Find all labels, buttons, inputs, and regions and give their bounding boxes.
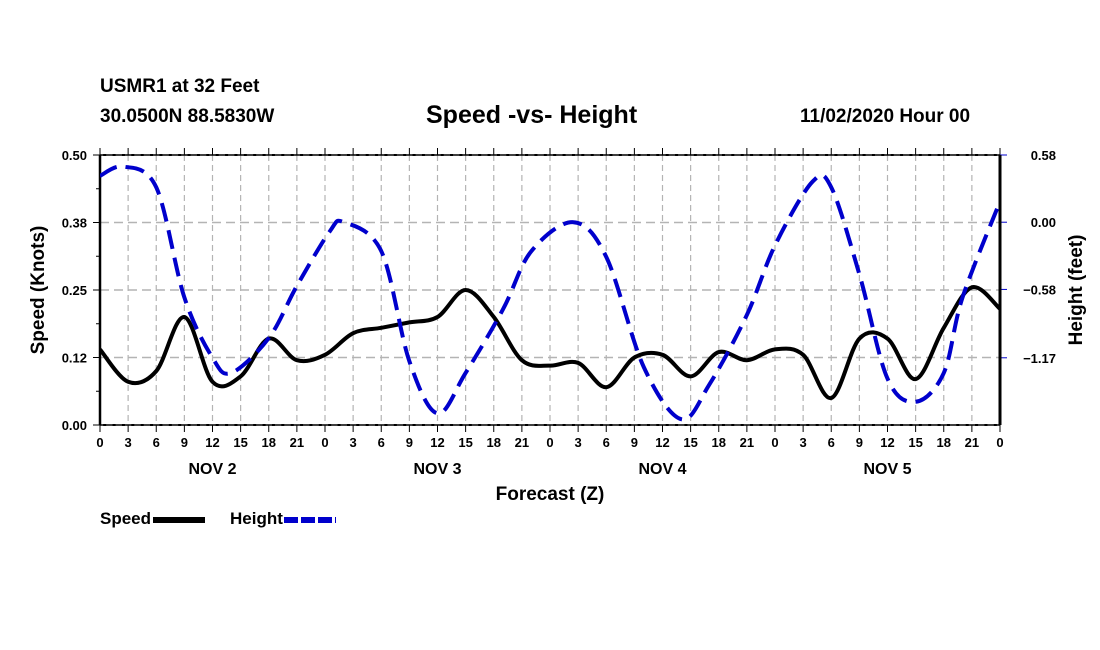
x-tick-label: 3 <box>125 435 132 450</box>
y-tick-label: 0.00 <box>62 418 87 433</box>
x-tick-label: 6 <box>603 435 610 450</box>
y2-tick-label: −0.58 <box>1023 282 1056 297</box>
x-tick-label: 18 <box>937 435 951 450</box>
labels-layer: 0 3 6 9 12 15 18 21 0 3 6 9 12 15 18 21 0 3 6 9 12 15 18 21 0 3 6 9… <box>28 148 1087 505</box>
series-line-speed <box>100 285 1000 400</box>
x-tick-label: 15 <box>458 435 472 450</box>
x-tick-label: 21 <box>515 435 529 450</box>
x-tick-label: 18 <box>262 435 276 450</box>
series-line-height <box>100 164 1000 422</box>
x-tick-label: 9 <box>631 435 638 450</box>
x-tick-label: 15 <box>683 435 697 450</box>
grid <box>100 155 1000 425</box>
x-tick-label: 0 <box>996 435 1003 450</box>
y-tick-label: 0.25 <box>62 283 87 298</box>
station-label: USMR1 at 32 Feet <box>100 76 260 97</box>
x-axis-title: Forecast (Z) <box>496 484 605 505</box>
chart-title: Speed -vs- Height <box>426 101 638 129</box>
x-tick-label: 0 <box>771 435 778 450</box>
y2-tick-label: −1.17 <box>1023 351 1056 366</box>
x-tick-label: 9 <box>406 435 413 450</box>
y-tick-label: 0.38 <box>62 216 87 231</box>
legend-speed-label: Speed <box>100 509 152 528</box>
forecast-datetime: 11/02/2020 Hour 00 <box>800 106 971 127</box>
x-tick-label: 21 <box>965 435 979 450</box>
day-label: NOV 4 <box>638 461 686 478</box>
y2-tick-label: 0.00 <box>1031 215 1056 230</box>
x-tick-label: 15 <box>908 435 922 450</box>
legend-height-swatch <box>283 516 336 523</box>
x-tick-label: 9 <box>181 435 188 450</box>
x-tick-label: 9 <box>856 435 863 450</box>
day-label: NOV 2 <box>188 461 236 478</box>
legend-speed: Speed <box>100 509 206 529</box>
y-axis-title: Speed (Knots) <box>28 226 49 355</box>
x-tick-label: 0 <box>96 435 103 450</box>
x-tick-label: 0 <box>546 435 553 450</box>
x-tick-label: 3 <box>800 435 807 450</box>
legend-height-label: Height <box>230 509 283 528</box>
x-tick-label: 12 <box>205 435 219 450</box>
x-tick-label: 12 <box>655 435 669 450</box>
legend-height: Height <box>230 509 336 529</box>
x-tick-label: 21 <box>290 435 304 450</box>
x-tick-label: 3 <box>575 435 582 450</box>
series-layer <box>100 164 1000 422</box>
y2-axis-title: Height (feet) <box>1066 235 1087 346</box>
x-tick-label: 18 <box>487 435 501 450</box>
coordinates-label: 30.0500N 88.5830W <box>100 106 275 127</box>
day-label: NOV 5 <box>863 461 911 478</box>
x-tick-label: 12 <box>880 435 894 450</box>
x-tick-label: 6 <box>153 435 160 450</box>
y-tick-label: 0.12 <box>62 351 87 366</box>
x-tick-label: 6 <box>378 435 385 450</box>
axes <box>93 148 1007 432</box>
x-tick-label: 6 <box>828 435 835 450</box>
x-tick-label: 21 <box>740 435 754 450</box>
x-tick-label: 3 <box>350 435 357 450</box>
x-tick-label: 0 <box>321 435 328 450</box>
x-tick-label: 12 <box>430 435 444 450</box>
x-tick-label: 18 <box>712 435 726 450</box>
y2-tick-label: 0.58 <box>1031 148 1056 163</box>
x-tick-label: 15 <box>233 435 247 450</box>
legend-speed-swatch <box>153 516 206 523</box>
day-label: NOV 3 <box>413 461 461 478</box>
y-tick-label: 0.50 <box>62 148 87 163</box>
